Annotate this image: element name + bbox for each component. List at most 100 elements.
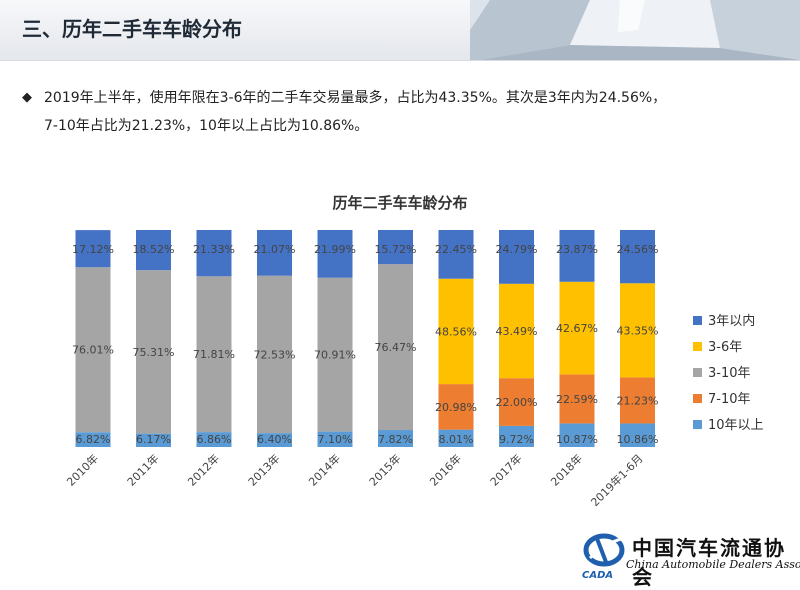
legend-swatch-1 bbox=[693, 342, 702, 351]
logo-abbr: CADA bbox=[582, 570, 613, 581]
data-label-0-4: 7.10% bbox=[318, 433, 353, 446]
data-label-3-9: 43.35% bbox=[617, 324, 659, 337]
data-label-3-6: 48.56% bbox=[435, 325, 477, 338]
data-label-4-4: 21.99% bbox=[314, 243, 356, 256]
legend-label-1: 3-6年 bbox=[708, 340, 742, 355]
x-tick-label-3: 2013年 bbox=[245, 451, 282, 488]
bar-3-6 bbox=[438, 278, 474, 385]
data-label-0-2: 6.86% bbox=[197, 433, 232, 446]
data-label-1-8: 22.59% bbox=[556, 393, 598, 406]
decorative-cubes-image bbox=[470, 0, 800, 60]
data-label-4-1: 18.52% bbox=[133, 243, 175, 256]
data-label-4-8: 23.87% bbox=[556, 243, 598, 256]
bar-2-1 bbox=[136, 270, 171, 434]
bar-1-7 bbox=[499, 378, 534, 426]
bar-0-1 bbox=[136, 433, 171, 447]
x-tick-label-8: 2018年 bbox=[548, 451, 585, 488]
stacked-bar-chart: 历年二手车车龄分布 6.82% 76.01% 17.12% 2010年 6.17% 75.3… bbox=[64, 194, 764, 509]
x-tick-label-4: 2014年 bbox=[306, 451, 343, 488]
bar-1-9 bbox=[620, 377, 655, 424]
data-label-1-9: 21.23% bbox=[617, 394, 659, 407]
x-tick-label-7: 2017年 bbox=[487, 451, 524, 488]
legend-swatch-2 bbox=[693, 368, 702, 377]
bar-0-2 bbox=[196, 432, 232, 447]
data-label-4-7: 24.79% bbox=[496, 243, 538, 256]
diamond-icon: ◆ bbox=[22, 90, 32, 105]
cada-logo: CADA 中国汽车流通协会 China Automobile Dealers A… bbox=[576, 528, 800, 589]
page-title: 三、历年二手车车龄分布 bbox=[22, 17, 242, 41]
data-label-2-2: 71.81% bbox=[193, 348, 235, 361]
data-label-4-6: 22.45% bbox=[435, 243, 477, 256]
x-tick-label-6: 2016年 bbox=[427, 451, 464, 488]
bar-2-2 bbox=[196, 276, 232, 433]
bar-1-8 bbox=[559, 374, 595, 424]
logo-chinese-name: 中国汽车流通协会 bbox=[632, 536, 786, 589]
data-label-1-7: 22.00% bbox=[496, 396, 538, 409]
bar-4-5 bbox=[378, 229, 413, 265]
bar-4-7 bbox=[499, 230, 534, 284]
data-label-0-3: 6.40% bbox=[257, 433, 292, 446]
data-label-4-9: 24.56% bbox=[617, 243, 659, 256]
slide-header: 三、历年二手车车龄分布 bbox=[0, 0, 800, 61]
data-label-0-8: 10.87% bbox=[556, 433, 598, 446]
x-tick-label-5: 2015年 bbox=[366, 451, 403, 488]
data-label-3-7: 43.49% bbox=[496, 325, 538, 338]
cada-logo-icon: CADA bbox=[582, 533, 625, 581]
data-label-4-2: 21.33% bbox=[193, 243, 235, 256]
bar-0-7 bbox=[499, 425, 534, 447]
bar-3-7 bbox=[499, 283, 534, 379]
data-label-0-6: 8.01% bbox=[439, 433, 474, 446]
bar-3-8 bbox=[559, 281, 595, 375]
data-label-2-4: 70.91% bbox=[314, 349, 356, 362]
data-label-0-9: 10.86% bbox=[617, 433, 659, 446]
x-tick-label-0: 2010年 bbox=[64, 451, 101, 488]
bar-2-3 bbox=[257, 275, 292, 434]
data-label-4-5: 15.72% bbox=[375, 243, 417, 256]
data-label-2-3: 72.53% bbox=[254, 348, 296, 361]
data-label-4-0: 17.12% bbox=[72, 243, 114, 256]
bar-4-8 bbox=[559, 230, 595, 282]
bar-0-6 bbox=[438, 429, 474, 447]
data-label-2-5: 76.47% bbox=[375, 341, 417, 354]
bar-0-0 bbox=[75, 432, 111, 447]
bar-4-0 bbox=[75, 230, 111, 268]
data-label-0-1: 6.17% bbox=[136, 433, 171, 446]
bar-4-9 bbox=[620, 230, 655, 284]
data-label-0-5: 7.82% bbox=[378, 433, 413, 446]
data-label-1-6: 20.98% bbox=[435, 401, 477, 414]
logo-english-name: China Automobile Dealers Association bbox=[626, 558, 800, 571]
bar-0-5 bbox=[378, 430, 413, 447]
bar-4-6 bbox=[438, 230, 474, 279]
legend-label-2: 3-10年 bbox=[708, 366, 751, 381]
bar-4-3 bbox=[257, 230, 292, 276]
chart-title: 历年二手车车龄分布 bbox=[332, 194, 467, 212]
data-label-4-3: 21.07% bbox=[254, 243, 296, 256]
bar-0-9 bbox=[620, 423, 655, 447]
x-tick-label-9: 2019年1-6月 bbox=[588, 451, 646, 509]
data-label-3-8: 42.67% bbox=[556, 322, 598, 335]
legend-swatch-3 bbox=[693, 394, 702, 403]
x-tick-label-1: 2011年 bbox=[124, 451, 161, 488]
bar-4-4 bbox=[317, 230, 353, 278]
summary-line-1: 2019年上半年，使用年限在3-6年的二手车交易量最多，占比为43.35%。其次… bbox=[44, 90, 667, 106]
bar-0-3 bbox=[257, 433, 292, 447]
data-label-0-7: 9.72% bbox=[499, 433, 534, 446]
data-label-2-1: 75.31% bbox=[133, 346, 175, 359]
legend-label-3: 7-10年 bbox=[708, 392, 751, 407]
bar-3-9 bbox=[620, 283, 655, 378]
legend-swatch-4 bbox=[693, 420, 702, 429]
legend-label-0: 3年以内 bbox=[708, 313, 755, 329]
bar-0-4 bbox=[317, 431, 353, 447]
data-label-2-0: 76.01% bbox=[72, 344, 114, 357]
bar-0-8 bbox=[559, 423, 595, 447]
summary-line-2: 7-10年占比为21.23%，10年以上占比为10.86%。 bbox=[44, 118, 369, 134]
bar-4-2 bbox=[196, 230, 232, 277]
bar-2-4 bbox=[317, 277, 353, 432]
legend-label-4: 10年以上 bbox=[708, 418, 764, 433]
bar-2-0 bbox=[75, 267, 111, 433]
bar-2-5 bbox=[378, 264, 413, 431]
x-tick-label-2: 2012年 bbox=[185, 451, 222, 488]
data-label-0-0: 6.82% bbox=[76, 433, 111, 446]
bar-4-1 bbox=[136, 230, 171, 271]
legend-swatch-0 bbox=[693, 316, 702, 325]
